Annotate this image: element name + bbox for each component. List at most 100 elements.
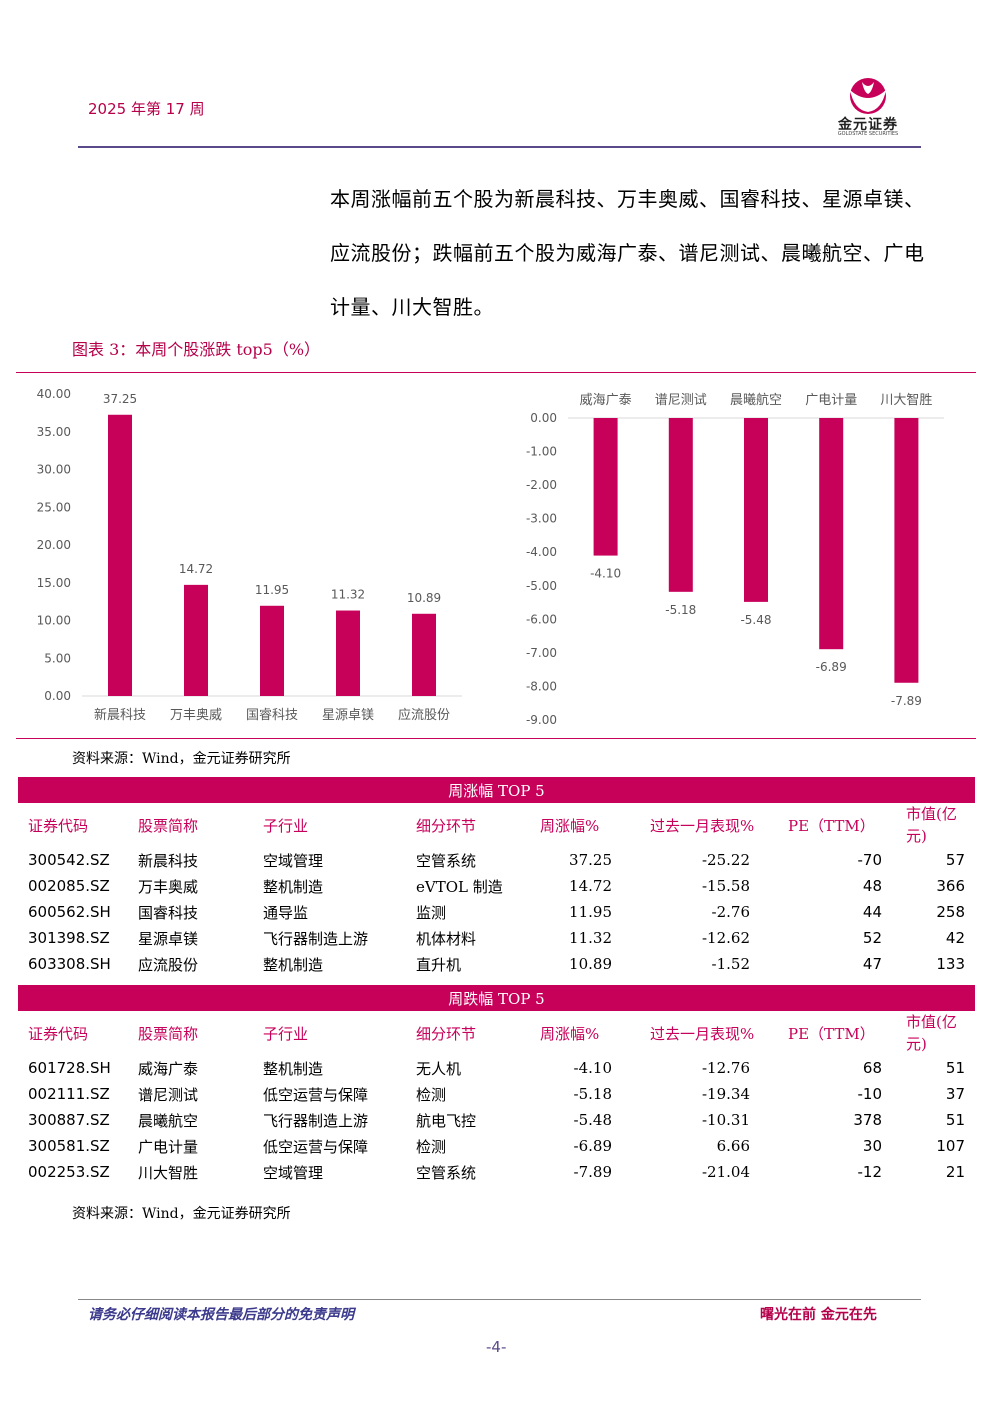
table-cell: 002253.SZ	[28, 1163, 110, 1181]
table-cell: 晨曦航空	[138, 1111, 199, 1130]
table-cell: 603308.SH	[28, 955, 111, 973]
column-header: 子行业	[263, 1024, 309, 1043]
bar-value-label: -6.89	[816, 660, 847, 674]
table-cell: 检测	[416, 1137, 447, 1156]
bar	[184, 584, 208, 696]
report-week: 2025 年第 17 周	[88, 100, 205, 118]
table-cell: 国睿科技	[138, 903, 199, 922]
table-cell: 300581.SZ	[28, 1137, 110, 1155]
x-category-label: 应流股份	[398, 707, 450, 723]
charts-canvas: 40.00 35.00 30.00 25.00 20.00 15.00 10.00 5.00 0…	[37, 387, 944, 727]
logo-emblem-icon	[850, 78, 886, 114]
table-cell: 68	[862, 1059, 882, 1077]
x-category-label: 国睿科技	[246, 708, 298, 723]
bar-value-label: -5.48	[740, 613, 771, 627]
table-cell: 威海广泰	[138, 1059, 199, 1078]
table-cell: 整机制造	[263, 1059, 324, 1078]
table-cell: 谱尼测试	[138, 1085, 199, 1104]
x-category-label: 晨曦航空	[730, 392, 782, 408]
table-cell: 52	[862, 929, 882, 947]
table-cell: 600562.SH	[28, 903, 111, 921]
column-header: 细分环节	[416, 1024, 477, 1043]
table-cell: 机体材料	[416, 929, 477, 948]
bar	[108, 414, 132, 696]
page-number: -4-	[486, 1338, 507, 1356]
table-cell: -12.62	[701, 929, 750, 947]
table-cell: -6.89	[573, 1137, 612, 1155]
header-divider	[78, 146, 921, 148]
column-header: 周涨幅%	[540, 816, 600, 835]
x-category-label: 新晨科技	[94, 707, 146, 723]
table-cell: 通导监	[263, 903, 309, 922]
table-cell: 47	[862, 955, 882, 973]
table-cell: 601728.SH	[28, 1059, 111, 1077]
disclaimer-note: 请务必仔细阅读本报告最后部分的免责声明	[88, 1307, 354, 1323]
table-cell: 57	[945, 851, 965, 869]
table-cell: 42	[945, 929, 965, 947]
table-cell: 无人机	[416, 1059, 462, 1078]
table-cell: 星源卓镁	[138, 929, 199, 948]
table-row: 300542.SZ 新晨科技 空域管理 空管系统 37.25 -25.22 -70 57	[18, 847, 975, 873]
summary-paragraph: 本周涨幅前五个股为新晨科技、万丰奥威、国睿科技、星源卓镁、应流股份；跌幅前五个股…	[330, 187, 925, 319]
y-tick-label: 0.00	[530, 411, 557, 425]
table-cell: -2.76	[711, 903, 750, 921]
y-tick-label: -4.00	[526, 545, 557, 559]
table-cell: 37	[945, 1085, 965, 1103]
table-cell: -10	[857, 1085, 883, 1103]
table-losers: 周跌幅 TOP 5 证券代码 股票简称 子行业 细分环节 周涨幅% 过去一月表现% PE（T…	[18, 985, 975, 1185]
table-cell: -12	[857, 1163, 883, 1181]
table-cell: 空域管理	[263, 851, 324, 870]
y-tick-label: -3.00	[526, 512, 557, 526]
table-row: 300887.SZ 晨曦航空 飞行器制造上游 航电飞控 -5.48 -10.31 378 51	[18, 1107, 975, 1133]
bar	[894, 418, 919, 683]
table-cell: 航电飞控	[416, 1111, 477, 1130]
column-header: 细分环节	[416, 816, 477, 835]
column-header: 市值(亿元)	[906, 805, 957, 845]
table-cell: 300542.SZ	[28, 851, 110, 869]
table-gainers: 周涨幅 TOP 5 证券代码 股票简称 子行业 细分环节 周涨幅% 过去一月表现% PE（T…	[18, 777, 975, 977]
table-cell: 监测	[416, 903, 447, 922]
table-cell: 直升机	[416, 955, 462, 974]
table-cell: -25.22	[701, 851, 750, 869]
table-cell: -7.89	[573, 1163, 612, 1181]
table-cell: 整机制造	[263, 955, 324, 974]
bar	[336, 610, 360, 696]
x-category-label: 川大智胜	[880, 393, 932, 408]
table-losers-title: 周跌幅 TOP 5	[18, 985, 975, 1011]
table-row: 301398.SZ 星源卓镁 飞行器制造上游 机体材料 11.32 -12.62 52 42	[18, 925, 975, 951]
table-cell: 002085.SZ	[28, 877, 110, 895]
bar	[260, 605, 284, 696]
figure-bottom-rule	[16, 738, 976, 739]
column-header: 证券代码	[28, 816, 89, 835]
table-cell: 6.66	[716, 1137, 750, 1155]
table-cell: 飞行器制造上游	[263, 1111, 369, 1130]
source-note-2: 资料来源：Wind，金元证券研究所	[72, 1206, 291, 1222]
table-cell: -5.48	[573, 1111, 612, 1129]
y-tick-label: 25.00	[37, 500, 71, 514]
table-cell: 300887.SZ	[28, 1111, 110, 1129]
table-cell: 378	[853, 1111, 882, 1129]
column-header: 市值(亿元)	[906, 1013, 957, 1053]
table-cell: 空管系统	[416, 851, 477, 870]
table-row: 002253.SZ 川大智胜 空域管理 空管系统 -7.89 -21.04 -12 21	[18, 1159, 975, 1185]
table-cell: -19.34	[701, 1085, 750, 1103]
table-cell: 万丰奥威	[138, 877, 199, 896]
y-tick-label: 30.00	[37, 463, 71, 477]
table-gainers-title: 周涨幅 TOP 5	[18, 777, 975, 803]
x-category-label: 广电计量	[805, 393, 857, 408]
table-cell: 107	[936, 1137, 965, 1155]
table-gainers-header-row: 证券代码 股票简称 子行业 细分环节 周涨幅% 过去一月表现% PE（TTM） 市值(亿元)	[18, 803, 975, 847]
x-category-label: 万丰奥威	[170, 708, 222, 723]
table-cell: 低空运营与保障	[263, 1085, 369, 1104]
table-row: 603308.SH 应流股份 整机制造 直升机 10.89 -1.52 47 133	[18, 951, 975, 977]
table-cell: 51	[945, 1111, 965, 1129]
x-category-label: 威海广泰	[580, 393, 632, 408]
bar-value-label: -7.89	[891, 694, 922, 708]
table-cell: 37.25	[569, 851, 612, 869]
table-cell: eVTOL 制造	[416, 877, 503, 896]
bar-value-label: 11.95	[255, 583, 289, 597]
column-header: 股票简称	[138, 816, 199, 835]
table-cell: 301398.SZ	[28, 929, 110, 947]
table-row: 600562.SH 国睿科技 通导监 监测 11.95 -2.76 44 258	[18, 899, 975, 925]
table-cell: 21	[945, 1163, 965, 1181]
